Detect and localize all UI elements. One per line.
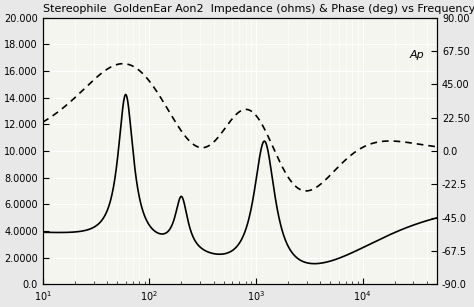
Text: Ap: Ap (410, 50, 424, 60)
Text: Stereophile  GoldenEar Aon2  Impedance (ohms) & Phase (deg) vs Frequency (Hz): Stereophile GoldenEar Aon2 Impedance (oh… (43, 4, 474, 14)
